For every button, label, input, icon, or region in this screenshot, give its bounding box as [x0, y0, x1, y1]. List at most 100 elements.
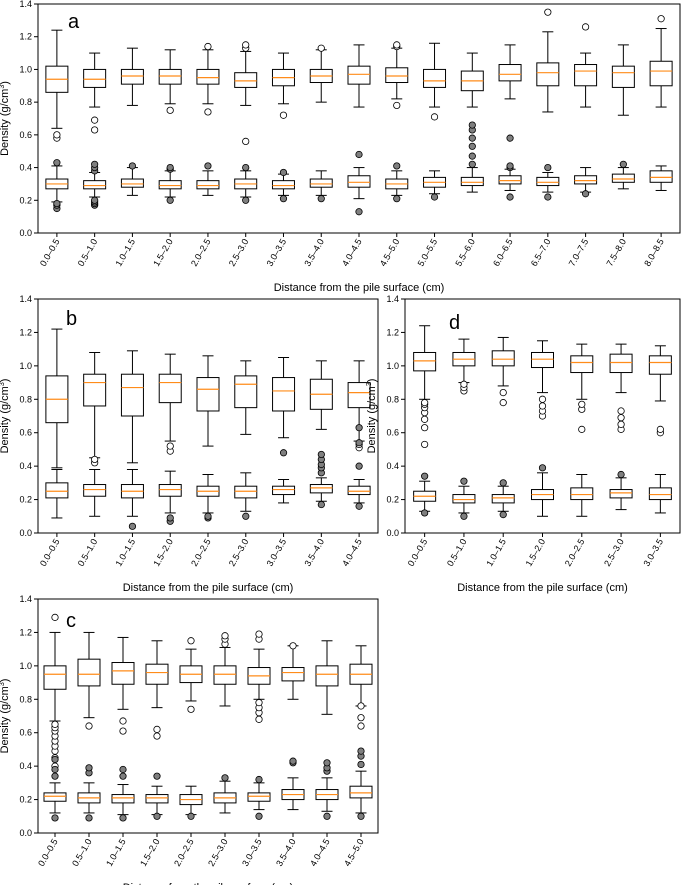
- flier-point: [85, 722, 93, 730]
- boxplot-high-1: [77, 631, 101, 730]
- x-tick-label: 2.0–2.5: [172, 837, 196, 868]
- flier-point: [506, 134, 514, 142]
- y-tick-label: 0.4: [386, 461, 399, 471]
- flier-point: [323, 812, 331, 820]
- x-tick-label: 3.5–4.0: [302, 237, 326, 268]
- boxplot-high-15: [611, 44, 635, 116]
- boxplot-high-7: [309, 360, 333, 430]
- flier-point: [119, 814, 127, 822]
- y-tick-label: 0.6: [386, 428, 399, 438]
- x-tick-label: 1.0–1.5: [104, 837, 128, 868]
- flier-point: [51, 772, 59, 780]
- flier-point: [119, 727, 127, 735]
- y-tick-label: 1.2: [386, 327, 399, 337]
- flier-point: [538, 464, 547, 472]
- flier-point: [153, 772, 161, 780]
- y-axis-label: Density (g/cm3): [366, 379, 378, 454]
- boxplot-high-5: [234, 360, 258, 435]
- boxplot-low-15: [611, 160, 635, 190]
- y-tick-label: 1.0: [19, 361, 32, 371]
- boxplot-high-6: [271, 52, 295, 119]
- flier-point: [393, 41, 401, 49]
- flier-point: [242, 163, 250, 172]
- flier-point: [355, 462, 363, 470]
- boxplot-high-1: [452, 338, 476, 395]
- x-tick-label: 0.5–1.0: [76, 237, 100, 268]
- flier-point: [317, 195, 325, 203]
- y-tick-label: 0.8: [19, 394, 32, 404]
- y-tick-label: 0.4: [19, 461, 32, 471]
- flier-point: [91, 160, 99, 168]
- flier-point: [468, 134, 476, 142]
- x-tick-label: 3.0–3.5: [240, 837, 264, 868]
- flier-point: [51, 755, 59, 764]
- x-tick-label: 1.5–2.0: [151, 237, 175, 268]
- flier-point: [221, 632, 229, 640]
- flier-point: [255, 630, 263, 638]
- box-iqr: [649, 60, 673, 87]
- flier-point: [153, 725, 161, 733]
- x-tick-label: 0.5–1.0: [76, 537, 100, 568]
- flier-point: [421, 440, 429, 449]
- box-iqr: [83, 68, 107, 88]
- box-iqr: [158, 68, 182, 85]
- flier-point: [317, 450, 325, 459]
- x-axis-label: Distance from the pile surface (cm): [274, 282, 445, 294]
- flier-point: [153, 812, 161, 820]
- x-tick-label: 1.5–2.0: [151, 537, 175, 568]
- flier-point: [617, 420, 625, 428]
- panel-b: b 0.0 0.2 0.4 0.6 0.8 1.0 1.2 1.4 Density (g/cm3)…: [0, 294, 379, 594]
- box-iqr: [120, 68, 144, 85]
- boxplot-low-8: [347, 150, 371, 216]
- boxplot-high-0: [43, 613, 67, 770]
- flier-point: [166, 442, 174, 450]
- flier-point: [538, 402, 547, 410]
- boxplot-high-7: [309, 44, 333, 103]
- box-iqr: [111, 662, 135, 685]
- boxplot-low-11: [460, 121, 484, 193]
- flier-point: [468, 142, 476, 150]
- boxplot-high-0: [45, 29, 69, 142]
- boxplot-high-10: [423, 42, 447, 121]
- x-tick-label: 4.0–4.5: [308, 837, 332, 868]
- box-iqr: [574, 64, 598, 87]
- flier-point: [51, 765, 59, 774]
- box-iqr: [452, 494, 476, 504]
- boxplot-low-9: [385, 162, 409, 203]
- boxplot-high-8: [347, 44, 371, 108]
- flier-point: [355, 208, 363, 216]
- box-iqr: [43, 665, 67, 690]
- panel-d: d 0.0 0.2 0.4 0.6 0.8 1.0 1.2 1.4 Density (g/cm3)…: [366, 294, 681, 594]
- x-tick-label: 3.0–3.5: [265, 237, 289, 268]
- y-tick-label: 0.8: [19, 694, 32, 704]
- box-iqr: [611, 173, 635, 183]
- flier-point: [204, 162, 212, 170]
- boxplot-low-4: [570, 474, 594, 517]
- x-tick-label: 2.5–3.0: [602, 537, 626, 568]
- box-iqr: [347, 485, 371, 496]
- y-axis-label: Density (g/cm3): [0, 679, 11, 754]
- flier-point: [355, 439, 363, 447]
- box-iqr: [460, 176, 484, 187]
- x-tick-label: 0.5–1.0: [445, 537, 469, 568]
- box-iqr: [271, 180, 295, 190]
- flier-point: [51, 814, 59, 822]
- flier-point: [204, 108, 212, 116]
- box-iqr: [423, 68, 447, 88]
- x-tick-label: 1.0–1.5: [113, 237, 137, 268]
- flier-point: [153, 732, 161, 740]
- flier-point: [166, 106, 174, 114]
- box-iqr: [347, 175, 371, 188]
- box-iqr: [158, 373, 182, 404]
- flier-point: [289, 642, 297, 650]
- boxplot-low-6: [271, 168, 295, 203]
- box-iqr: [648, 355, 672, 375]
- flier-point: [357, 760, 365, 769]
- flier-point: [91, 455, 99, 464]
- flier-point: [128, 522, 137, 530]
- y-axis-label: Density (g/cm3): [0, 379, 11, 454]
- box-iqr: [234, 72, 258, 88]
- boxplot-high-3: [531, 340, 554, 420]
- flier-point: [355, 150, 363, 159]
- flier-point: [51, 613, 59, 621]
